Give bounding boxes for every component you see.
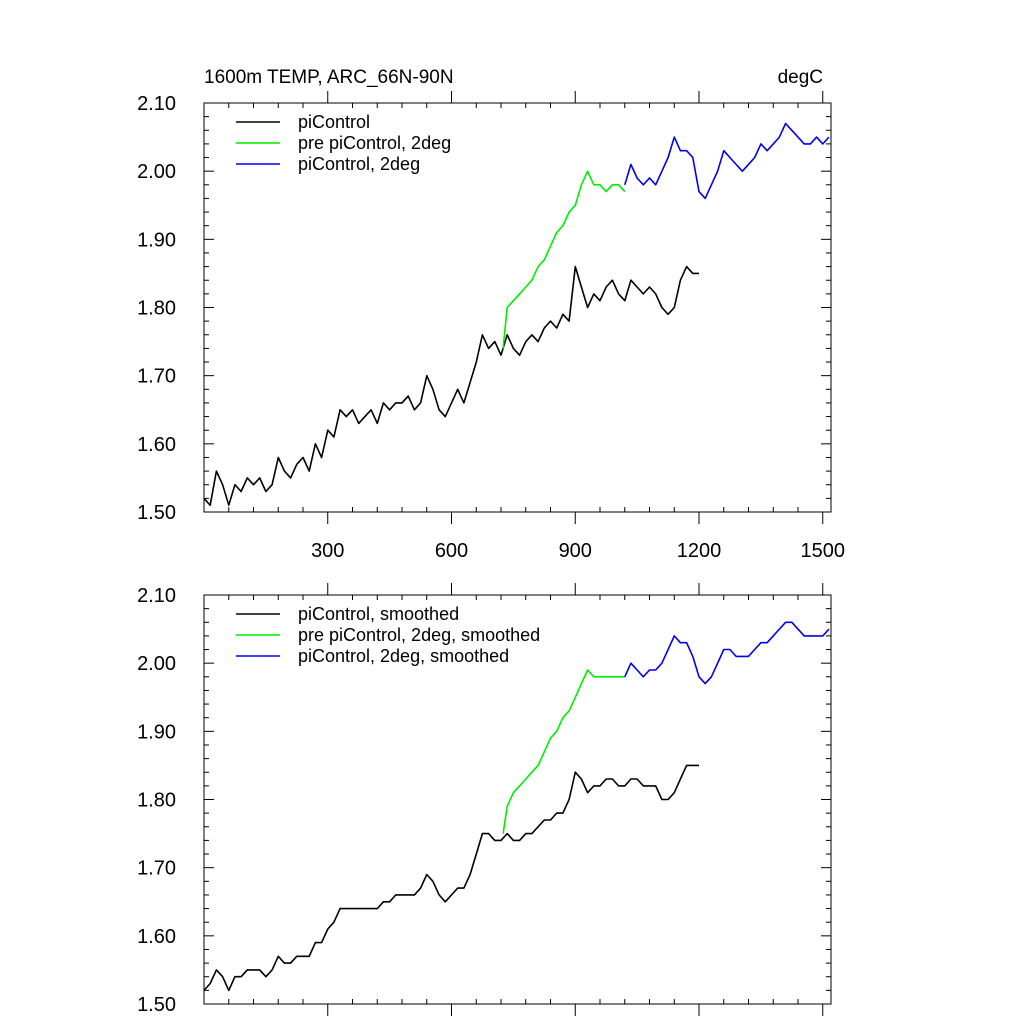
top-chart-panel: 1.50 1.60 1.70 1.80 1.90 2.00 2.10 300 600 900 120… bbox=[137, 67, 845, 562]
x-tick-label: 600 bbox=[435, 540, 468, 562]
legend-label: piControl bbox=[298, 112, 370, 132]
y-tick-label: 1.80 bbox=[137, 790, 176, 812]
y-tick-label: 2.10 bbox=[137, 93, 176, 115]
y-tick-label: 1.50 bbox=[137, 502, 176, 524]
series-line-1 bbox=[502, 669, 625, 834]
legend-label: piControl, 2deg bbox=[298, 154, 420, 174]
legend-label: pre piControl, 2deg, smoothed bbox=[298, 625, 540, 645]
series-line-0 bbox=[203, 764, 699, 992]
units-label: degC bbox=[778, 67, 823, 88]
x-tick-label: 300 bbox=[311, 540, 344, 562]
y-tick-label: 1.70 bbox=[137, 366, 176, 388]
y-tick-label: 1.60 bbox=[137, 434, 176, 456]
series-line-2 bbox=[624, 621, 830, 685]
legend-label: pre piControl, 2deg bbox=[298, 133, 451, 153]
x-tick-label: 1500 bbox=[801, 540, 846, 562]
y-tick-label: 1.60 bbox=[137, 926, 176, 948]
y-tick-label: 1.50 bbox=[137, 994, 176, 1016]
legend-label: piControl, 2deg, smoothed bbox=[298, 646, 509, 666]
series-line-0 bbox=[203, 265, 699, 507]
x-tick-label: 900 bbox=[559, 540, 592, 562]
y-tick-label: 1.70 bbox=[137, 858, 176, 880]
x-tick-label: 1200 bbox=[677, 540, 722, 562]
bottom-chart-panel: 1.50 1.60 1.70 1.80 1.90 2.00 2.10 piControl, s… bbox=[137, 583, 832, 1016]
y-tick-label: 2.00 bbox=[137, 653, 176, 675]
y-tick-label: 1.80 bbox=[137, 298, 176, 320]
chart-title: 1600m TEMP, ARC_66N-90N bbox=[204, 67, 454, 88]
y-tick-label: 1.90 bbox=[137, 721, 176, 743]
series-line-1 bbox=[502, 170, 626, 349]
y-tick-label: 1.90 bbox=[137, 229, 176, 251]
series-line-2 bbox=[624, 122, 830, 200]
y-tick-label: 2.00 bbox=[137, 161, 176, 183]
y-tick-label: 2.10 bbox=[137, 585, 176, 607]
legend-label: piControl, smoothed bbox=[298, 604, 459, 624]
